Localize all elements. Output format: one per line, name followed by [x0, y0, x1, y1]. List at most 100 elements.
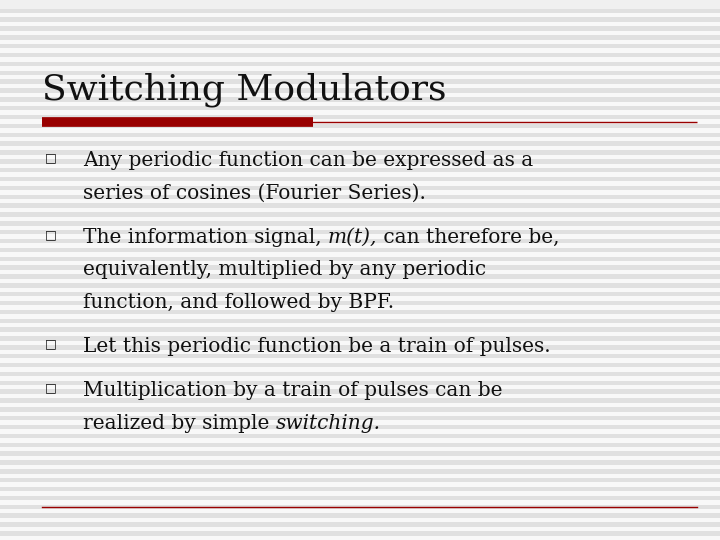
Bar — [0, 509, 720, 514]
Bar — [0, 62, 720, 66]
Bar — [0, 438, 720, 443]
Bar — [0, 363, 720, 367]
Bar — [0, 283, 720, 288]
Text: can therefore be,: can therefore be, — [377, 228, 559, 247]
Bar — [0, 17, 720, 22]
Text: series of cosines (Fourier Series).: series of cosines (Fourier Series). — [83, 184, 426, 202]
Bar — [0, 296, 720, 301]
Bar — [0, 465, 720, 469]
Bar — [0, 385, 720, 389]
Bar — [0, 234, 720, 239]
Bar — [0, 301, 720, 305]
Bar — [0, 487, 720, 491]
Bar — [0, 327, 720, 332]
Text: Any periodic function can be expressed as a: Any periodic function can be expressed a… — [83, 151, 533, 170]
Bar — [0, 97, 720, 102]
Text: □: □ — [45, 381, 56, 394]
Bar — [0, 141, 720, 146]
Bar — [0, 39, 720, 44]
Bar — [0, 514, 720, 518]
Text: Switching Modulators: Switching Modulators — [42, 73, 446, 107]
Text: □: □ — [45, 228, 56, 241]
Bar — [0, 451, 720, 456]
Bar — [0, 128, 720, 133]
Bar — [0, 44, 720, 49]
Bar — [0, 500, 720, 504]
Bar — [0, 518, 720, 522]
Text: Multiplication by a train of pulses can be: Multiplication by a train of pulses can … — [83, 381, 503, 400]
Bar — [0, 252, 720, 256]
Bar — [0, 403, 720, 407]
Bar — [0, 133, 720, 137]
Bar — [0, 57, 720, 62]
Bar — [0, 186, 720, 190]
Bar — [0, 119, 720, 124]
Bar — [0, 150, 720, 155]
Bar — [0, 239, 720, 244]
Bar — [0, 522, 720, 526]
Bar — [0, 155, 720, 159]
Bar — [0, 194, 720, 199]
Bar — [0, 531, 720, 536]
Bar — [0, 79, 720, 84]
Bar — [0, 9, 720, 13]
Bar — [0, 274, 720, 279]
Text: switching.: switching. — [276, 414, 381, 433]
Bar — [0, 93, 720, 97]
Bar — [0, 349, 720, 354]
Bar — [0, 226, 720, 230]
Bar — [0, 221, 720, 226]
Bar — [0, 456, 720, 460]
Bar — [0, 168, 720, 172]
Bar — [0, 217, 720, 221]
Bar — [0, 376, 720, 381]
Bar — [0, 345, 720, 349]
Bar — [0, 199, 720, 204]
Bar — [0, 190, 720, 194]
Bar — [0, 372, 720, 376]
Bar — [0, 137, 720, 141]
Bar — [0, 22, 720, 26]
Bar — [0, 270, 720, 274]
Bar — [0, 256, 720, 261]
Text: Let this periodic function be a train of pulses.: Let this periodic function be a train of… — [83, 337, 550, 356]
Bar — [0, 35, 720, 39]
Text: The information signal,: The information signal, — [83, 228, 328, 247]
Bar — [0, 341, 720, 345]
Bar — [0, 66, 720, 71]
Bar — [0, 319, 720, 323]
Bar — [0, 164, 720, 168]
Bar — [0, 429, 720, 434]
Bar — [0, 266, 720, 270]
Bar — [0, 177, 720, 181]
Bar — [0, 111, 720, 115]
Text: equivalently, multiplied by any periodic: equivalently, multiplied by any periodic — [83, 260, 486, 279]
Bar — [0, 159, 720, 164]
Bar — [0, 336, 720, 341]
Bar — [0, 310, 720, 314]
Bar — [0, 526, 720, 531]
Bar — [0, 84, 720, 89]
Bar — [0, 292, 720, 296]
Bar — [0, 261, 720, 266]
Bar — [0, 411, 720, 416]
Bar — [0, 443, 720, 447]
Bar — [0, 354, 720, 359]
Bar — [0, 204, 720, 208]
Bar — [0, 399, 720, 403]
Bar — [0, 53, 720, 57]
Bar — [0, 244, 720, 248]
Bar — [0, 208, 720, 212]
Bar — [0, 421, 720, 425]
Bar — [0, 26, 720, 31]
Bar — [0, 416, 720, 421]
Bar — [0, 75, 720, 79]
Bar — [0, 389, 720, 394]
Text: realized by simple: realized by simple — [83, 414, 276, 433]
Bar — [0, 394, 720, 399]
Bar — [0, 172, 720, 177]
Bar — [0, 124, 720, 128]
Bar — [0, 288, 720, 292]
Bar — [0, 230, 720, 234]
Bar — [0, 89, 720, 93]
